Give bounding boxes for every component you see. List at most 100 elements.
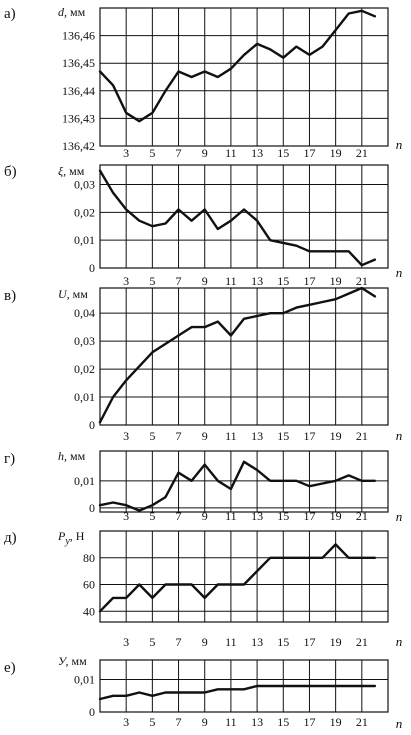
y-tick-label: 0,03: [74, 334, 95, 348]
x-tick-label: 17: [303, 509, 315, 523]
plot-frame: [99, 164, 389, 269]
y-axis-symbol: P: [57, 529, 66, 543]
y-axis-symbol: ξ,: [58, 164, 66, 178]
x-tick-label: 15: [277, 429, 289, 443]
x-tick-label: 17: [303, 715, 315, 729]
plot-frame: [99, 450, 389, 513]
chart-panel-6: е) У, мм 0 0,01 3 5 7 9 11 13 15 17 19 21 n: [4, 654, 402, 731]
y-axis-label: h, мм: [58, 449, 86, 463]
x-tick-label: 21: [356, 274, 368, 288]
x-tick-label: 7: [176, 509, 182, 523]
series-line: [98, 169, 377, 267]
y-tick-label: 0: [89, 261, 95, 275]
x-tick-label: 5: [149, 509, 155, 523]
plot-frame: [99, 530, 389, 623]
y-tick-label: 136,45: [62, 56, 95, 70]
panel-label: д): [4, 530, 17, 546]
y-tick-label: 0,03: [74, 177, 95, 191]
series-line: [98, 9, 377, 123]
y-tick-label: 80: [83, 551, 95, 565]
series-line: [98, 286, 377, 424]
series-line: [98, 460, 377, 512]
x-tick-label: 19: [330, 509, 342, 523]
x-tick-label: 3: [123, 429, 129, 443]
y-axis-unit: мм: [71, 654, 87, 668]
series-line: [98, 684, 377, 701]
y-axis-symbol: d,: [58, 5, 67, 19]
y-axis-symbol: U,: [58, 287, 70, 301]
y-axis-label: ξ, мм: [58, 164, 85, 178]
y-tick-label: 60: [83, 578, 95, 592]
y-tick-label: 136,43: [62, 111, 95, 125]
plot-frame: [99, 287, 389, 426]
chart-panel-3: в) U, мм 0 0,01 0,02 0,03 0,04 3 5 7 9 11 13 15 17 19 21 n: [4, 286, 403, 443]
x-tick-label: 9: [202, 274, 208, 288]
panel-label: б): [4, 164, 17, 180]
x-tick-label: 15: [277, 274, 289, 288]
y-axis-symbol: h,: [58, 449, 67, 463]
chart-panel-2: б) ξ, мм 0 0,01 0,02 0,03 3 5 7 9 11 13 15 17 19 21 n: [4, 164, 402, 288]
x-tick-label: 21: [356, 635, 368, 649]
y-axis-unit: , Н: [70, 529, 85, 543]
x-tick-label: 21: [356, 429, 368, 443]
x-tick-label: 21: [356, 146, 368, 160]
y-axis-unit: мм: [69, 164, 85, 178]
y-tick-label: 0: [89, 705, 95, 719]
x-axis-label: n: [396, 428, 403, 443]
x-tick-label: 11: [225, 509, 237, 523]
y-tick-label: 136,44: [62, 84, 95, 98]
y-axis-label: У, мм: [58, 654, 87, 668]
x-axis-label: n: [396, 716, 403, 731]
chart-panel-1: а) d, мм 136,42 136,43 136,44 136,45 136,46 3 5 7 9…: [4, 5, 402, 160]
plot-frame: [99, 659, 389, 713]
y-tick-label: 136,42: [62, 139, 95, 153]
panel-label: а): [4, 6, 16, 22]
panel-label: е): [4, 660, 16, 676]
x-tick-label: 7: [176, 635, 182, 649]
x-tick-label: 3: [123, 274, 129, 288]
x-tick-label: 15: [277, 715, 289, 729]
x-tick-label: 11: [225, 429, 237, 443]
x-tick-label: 7: [176, 146, 182, 160]
y-axis-unit: мм: [73, 287, 89, 301]
x-tick-label: 19: [330, 146, 342, 160]
y-tick-label: 0,02: [74, 205, 95, 219]
x-tick-label: 9: [202, 715, 208, 729]
x-axis-label: n: [396, 509, 403, 524]
x-tick-label: 21: [356, 715, 368, 729]
x-tick-label: 13: [251, 715, 263, 729]
x-tick-label: 9: [202, 146, 208, 160]
y-tick-label: 136,46: [62, 29, 95, 43]
x-tick-label: 9: [202, 509, 208, 523]
x-tick-label: 17: [303, 429, 315, 443]
y-axis-label: Py, Н: [57, 529, 85, 547]
y-tick-label: 40: [83, 604, 95, 618]
x-tick-label: 5: [149, 274, 155, 288]
y-tick-label: 0: [89, 418, 95, 432]
y-tick-label: 0,01: [74, 390, 95, 404]
y-axis-subscript: y: [64, 536, 70, 547]
panel-label: г): [4, 451, 15, 467]
x-tick-label: 7: [176, 274, 182, 288]
x-tick-label: 19: [330, 715, 342, 729]
x-tick-label: 15: [277, 509, 289, 523]
y-axis-label: U, мм: [58, 287, 88, 301]
x-tick-label: 3: [123, 635, 129, 649]
y-tick-label: 0,01: [74, 233, 95, 247]
y-axis-unit: мм: [70, 5, 86, 19]
y-tick-label: 0,04: [74, 306, 95, 320]
plot-frame: [99, 7, 389, 147]
x-tick-label: 3: [123, 715, 129, 729]
x-tick-label: 5: [149, 635, 155, 649]
y-axis-label: d, мм: [58, 5, 86, 19]
x-tick-label: 5: [149, 715, 155, 729]
y-axis-symbol: У,: [58, 654, 68, 668]
x-tick-label: 5: [149, 429, 155, 443]
x-tick-label: 11: [225, 274, 237, 288]
x-tick-label: 19: [330, 635, 342, 649]
x-tick-label: 13: [251, 429, 263, 443]
x-tick-label: 11: [225, 635, 237, 649]
x-axis-label: n: [396, 634, 403, 649]
series-line: [98, 543, 377, 613]
x-tick-label: 15: [277, 635, 289, 649]
